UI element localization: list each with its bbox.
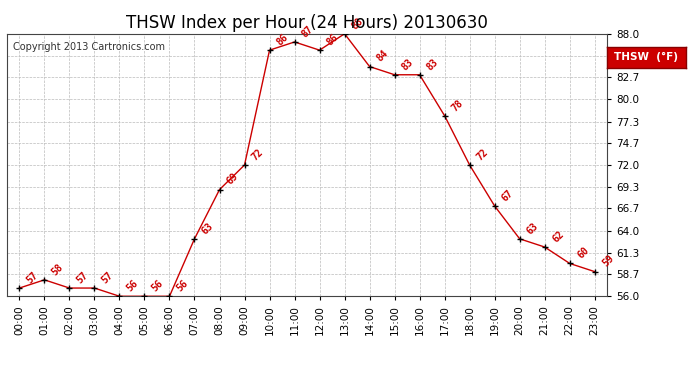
Text: 56: 56 bbox=[150, 278, 166, 294]
Text: 78: 78 bbox=[450, 98, 466, 113]
Text: 57: 57 bbox=[75, 270, 90, 285]
Text: 72: 72 bbox=[250, 147, 266, 162]
Text: 56: 56 bbox=[175, 278, 190, 294]
Text: 59: 59 bbox=[600, 254, 615, 269]
Text: 56: 56 bbox=[125, 278, 140, 294]
Text: THSW  (°F): THSW (°F) bbox=[614, 52, 678, 62]
Text: 69: 69 bbox=[225, 171, 240, 187]
Text: 83: 83 bbox=[425, 57, 440, 72]
Text: 63: 63 bbox=[525, 220, 540, 236]
Text: 62: 62 bbox=[550, 229, 566, 244]
Title: THSW Index per Hour (24 Hours) 20130630: THSW Index per Hour (24 Hours) 20130630 bbox=[126, 14, 488, 32]
Text: 63: 63 bbox=[200, 220, 215, 236]
Text: 83: 83 bbox=[400, 57, 415, 72]
Text: 72: 72 bbox=[475, 147, 491, 162]
Text: 87: 87 bbox=[300, 24, 315, 39]
Text: 57: 57 bbox=[25, 270, 40, 285]
Text: 57: 57 bbox=[100, 270, 115, 285]
Text: 86: 86 bbox=[325, 32, 340, 47]
Text: 60: 60 bbox=[575, 245, 591, 261]
Text: 88: 88 bbox=[350, 16, 366, 31]
Text: 86: 86 bbox=[275, 32, 290, 47]
Text: Copyright 2013 Cartronics.com: Copyright 2013 Cartronics.com bbox=[13, 42, 165, 52]
Text: 67: 67 bbox=[500, 188, 515, 203]
Text: 84: 84 bbox=[375, 48, 391, 64]
Text: 58: 58 bbox=[50, 262, 66, 277]
